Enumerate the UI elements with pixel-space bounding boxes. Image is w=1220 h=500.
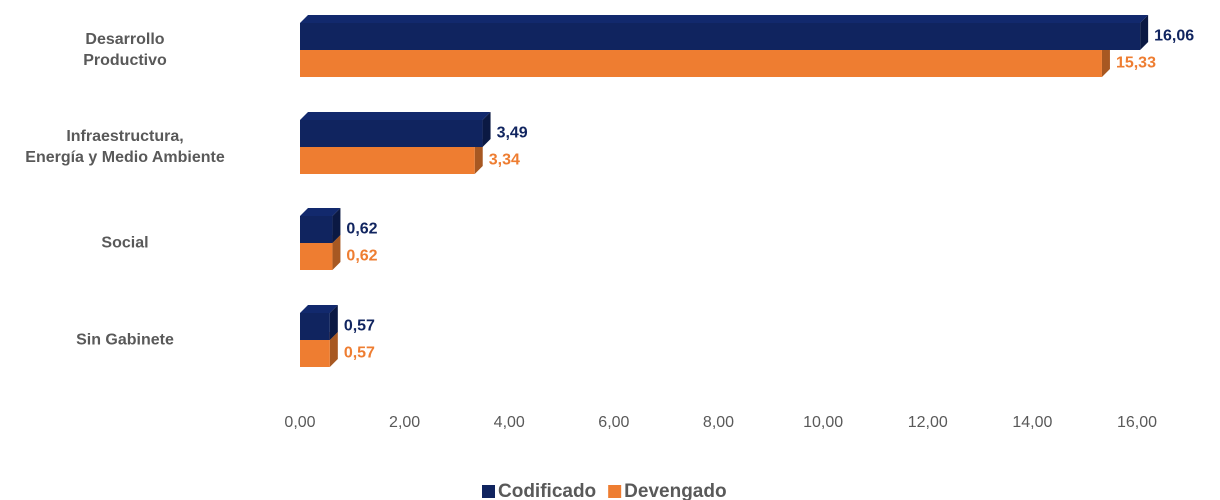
legend-label: Devengado	[624, 481, 726, 500]
value-label: 16,06	[1154, 28, 1194, 45]
bar-side	[329, 332, 338, 367]
category-label: Infraestructura, Energía y Medio Ambiente	[0, 126, 275, 168]
category-label: Desarrollo Productivo	[0, 29, 275, 71]
category-label-line: Productivo	[83, 52, 167, 69]
bar-side	[1101, 42, 1110, 77]
bar-side	[332, 208, 341, 243]
category-label-line: Social	[101, 234, 149, 252]
legend-swatch	[608, 485, 622, 498]
bar	[300, 15, 1149, 50]
category-label: Sin Gabinete	[0, 330, 275, 351]
bar-front	[300, 340, 330, 367]
bar	[300, 305, 338, 340]
bar-front	[300, 243, 333, 270]
value-label: 0,57	[344, 345, 375, 362]
x-tick-label: 14,00	[1012, 414, 1052, 431]
bar	[300, 112, 491, 147]
category-label-line: Sin Gabinete	[76, 331, 174, 349]
category-label-line: Infraestructura,	[66, 128, 184, 145]
bar-front	[300, 23, 1141, 50]
x-tick-label: 16,00	[1117, 414, 1157, 431]
bar-front	[300, 50, 1102, 77]
value-label: 0,57	[344, 318, 375, 335]
bar-front	[300, 216, 333, 243]
x-tick-label: 0,00	[284, 414, 315, 431]
bar-top	[300, 208, 341, 216]
category-label: Social	[0, 233, 275, 254]
bar-top	[300, 305, 338, 313]
x-tick-label: 2,00	[389, 414, 420, 431]
bar-side	[482, 112, 491, 147]
value-label: 3,34	[489, 152, 520, 169]
bar-front	[300, 147, 475, 174]
bar-top	[300, 112, 491, 120]
x-tick-label: 10,00	[803, 414, 843, 431]
category-label-line: Desarrollo	[85, 31, 165, 48]
x-tick-label: 4,00	[494, 414, 525, 431]
bar-side	[474, 139, 483, 174]
bar-side	[329, 305, 338, 340]
legend-label: Codificado	[498, 481, 596, 500]
x-tick-label: 6,00	[598, 414, 629, 431]
bar-side	[1140, 15, 1149, 50]
legend-swatch	[482, 485, 495, 498]
bar	[300, 208, 341, 243]
value-label: 0,62	[346, 221, 377, 238]
bar-front	[300, 120, 483, 147]
value-label: 0,62	[346, 248, 377, 265]
x-tick-label: 8,00	[703, 414, 734, 431]
bar-front	[300, 313, 330, 340]
value-label: 3,49	[497, 125, 528, 142]
x-tick-label: 12,00	[908, 414, 948, 431]
value-label: 15,33	[1116, 55, 1156, 72]
bar-top	[300, 15, 1149, 23]
category-label-line: Energía y Medio Ambiente	[25, 149, 225, 166]
bar-side	[332, 235, 341, 270]
